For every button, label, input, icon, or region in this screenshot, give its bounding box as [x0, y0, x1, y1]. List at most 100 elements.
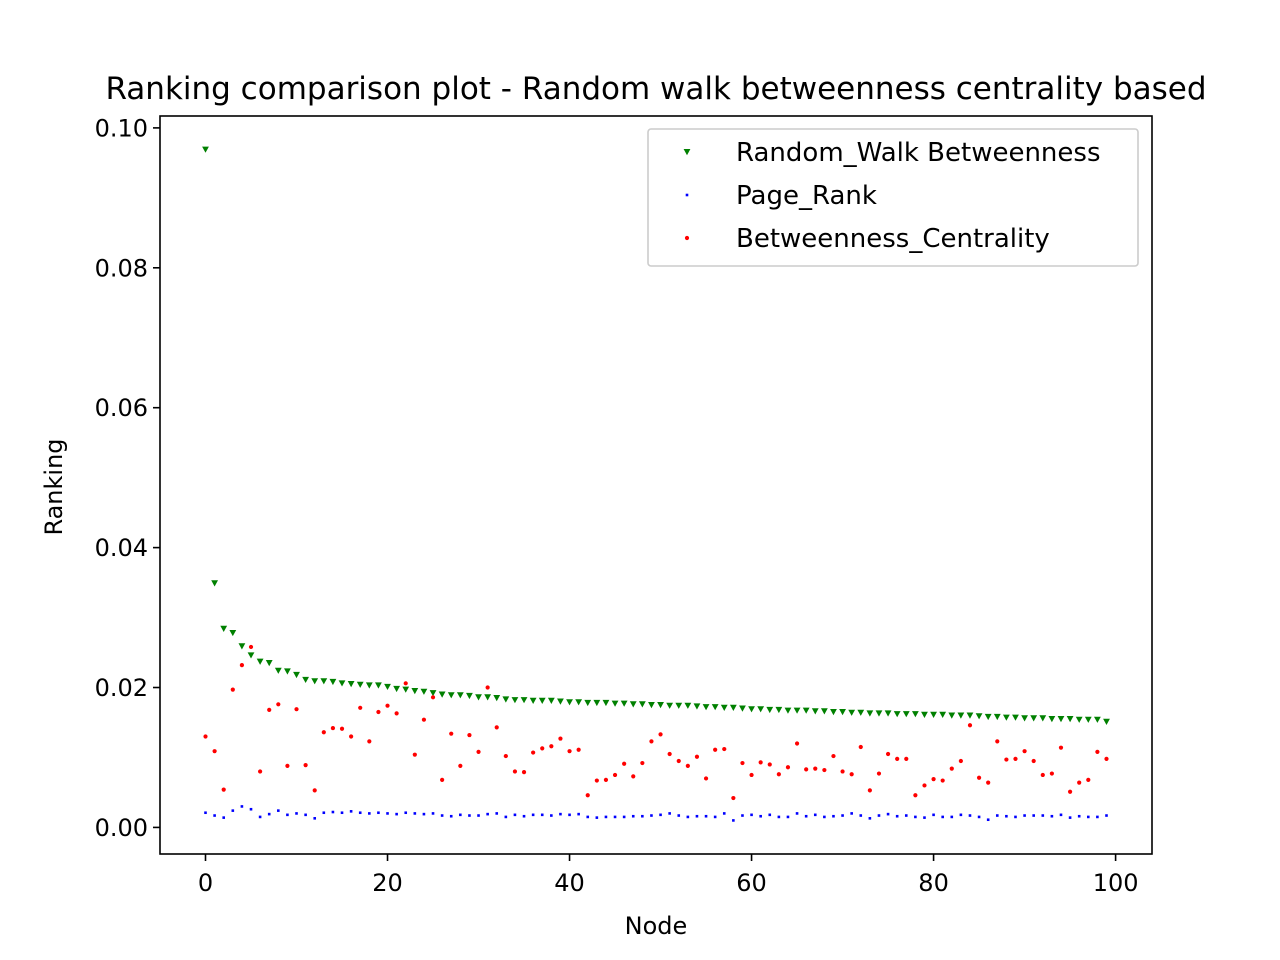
data-point-page-rank [531, 813, 535, 817]
data-point-page-rank [340, 811, 344, 815]
data-point-betweenness-centrality [749, 772, 754, 778]
data-point-betweenness-centrality [1058, 745, 1064, 750]
data-point-random-walk-betweenness [784, 707, 792, 714]
data-marks [202, 146, 1110, 822]
data-point-betweenness-centrality [631, 774, 636, 779]
y-axis-label: Ranking [40, 438, 68, 535]
data-point-betweenness-centrality [321, 730, 326, 735]
data-point-betweenness-centrality [1004, 757, 1009, 762]
data-point-page-rank [613, 815, 617, 819]
data-point-betweenness-centrality [467, 732, 472, 738]
data-point-random-walk-betweenness [502, 696, 510, 703]
data-point-page-rank [522, 814, 526, 818]
data-point-page-rank [741, 814, 744, 817]
data-point-page-rank [295, 812, 298, 815]
x-tick-label: 0 [198, 869, 213, 897]
data-point-betweenness-centrality [339, 726, 345, 731]
data-point-betweenness-centrality [594, 778, 599, 783]
data-point-random-walk-betweenness [720, 704, 728, 711]
data-point-page-rank [768, 813, 772, 817]
data-point-random-walk-betweenness [338, 680, 346, 687]
data-point-betweenness-centrality [294, 707, 299, 712]
data-point-random-walk-betweenness [975, 713, 983, 720]
data-point-random-walk-betweenness [466, 692, 473, 700]
data-point-betweenness-centrality [794, 741, 800, 746]
data-point-random-walk-betweenness [693, 703, 701, 710]
data-point-random-walk-betweenness [1084, 716, 1092, 723]
data-point-betweenness-centrality [904, 756, 909, 761]
data-point-random-walk-betweenness [538, 697, 546, 705]
data-point-random-walk-betweenness [320, 678, 328, 685]
data-point-page-rank [650, 814, 653, 817]
data-point-random-walk-betweenness [848, 709, 856, 716]
data-point-betweenness-centrality [248, 644, 254, 650]
x-tick-label: 40 [554, 869, 585, 897]
data-point-page-rank [595, 816, 599, 819]
data-point-betweenness-centrality [722, 746, 727, 752]
data-point-betweenness-centrality [412, 752, 417, 757]
data-point-page-rank [349, 810, 353, 813]
data-point-page-rank [377, 811, 380, 815]
data-point-random-walk-betweenness [302, 676, 310, 684]
series-page-rank [204, 805, 1108, 822]
data-point-betweenness-centrality [212, 749, 217, 754]
data-point-random-walk-betweenness [1002, 714, 1010, 721]
data-point-betweenness-centrality [349, 734, 354, 739]
data-point-random-walk-betweenness [1093, 716, 1101, 723]
data-point-page-rank [832, 814, 835, 818]
legend-marker-random-walk-betweenness [683, 149, 691, 156]
data-point-random-walk-betweenness [520, 697, 528, 704]
data-point-page-rank [313, 817, 317, 820]
data-point-betweenness-centrality [649, 739, 654, 744]
data-point-random-walk-betweenness [620, 700, 628, 707]
data-point-page-rank [804, 814, 808, 818]
data-point-betweenness-centrality [494, 725, 499, 730]
data-point-betweenness-centrality [731, 795, 736, 801]
data-point-betweenness-centrality [549, 744, 554, 749]
data-point-page-rank [995, 814, 999, 817]
data-point-betweenness-centrality [612, 772, 618, 778]
data-point-page-rank [604, 815, 608, 819]
data-point-random-walk-betweenness [384, 683, 391, 691]
data-point-random-walk-betweenness [766, 706, 774, 714]
y-tick-label: 0.04 [95, 534, 148, 562]
data-point-random-walk-betweenness [666, 702, 674, 709]
data-point-random-walk-betweenness [611, 700, 619, 707]
data-point-random-walk-betweenness [775, 706, 783, 714]
data-point-betweenness-centrality [276, 702, 281, 707]
data-point-betweenness-centrality [303, 763, 308, 768]
data-point-page-rank [422, 812, 426, 816]
data-point-random-walk-betweenness [493, 695, 501, 702]
data-point-random-walk-betweenness [657, 702, 664, 709]
y-tick-label: 0.02 [95, 674, 148, 702]
data-point-page-rank [586, 815, 590, 819]
data-point-page-rank [1068, 816, 1072, 819]
legend-label-random-walk-betweenness: Random_Walk Betweenness [736, 138, 1101, 168]
data-point-page-rank [1105, 814, 1108, 817]
data-point-page-rank [813, 813, 817, 817]
data-point-random-walk-betweenness [793, 707, 801, 714]
data-point-random-walk-betweenness [211, 580, 219, 587]
data-point-random-walk-betweenness [420, 688, 428, 695]
data-point-page-rank [895, 814, 899, 818]
data-point-betweenness-centrality [867, 788, 872, 793]
legend-label-page-rank: Page_Rank [736, 181, 877, 211]
data-point-random-walk-betweenness [274, 667, 282, 674]
data-point-betweenness-centrality [622, 761, 627, 766]
data-point-page-rank [404, 811, 408, 815]
data-point-betweenness-centrality [503, 753, 508, 759]
data-point-page-rank [440, 814, 444, 817]
data-point-page-rank [732, 819, 735, 822]
data-point-page-rank [240, 805, 244, 808]
data-point-betweenness-centrality [585, 793, 590, 798]
data-point-random-walk-betweenness [447, 692, 455, 699]
data-point-random-walk-betweenness [265, 660, 273, 667]
data-point-betweenness-centrality [512, 769, 518, 774]
legend-marker-page-rank [685, 193, 689, 197]
data-point-betweenness-centrality [476, 749, 481, 754]
data-point-page-rank [722, 812, 726, 815]
data-point-betweenness-centrality [804, 767, 809, 772]
data-point-page-rank [413, 812, 417, 815]
data-point-betweenness-centrality [822, 767, 827, 773]
